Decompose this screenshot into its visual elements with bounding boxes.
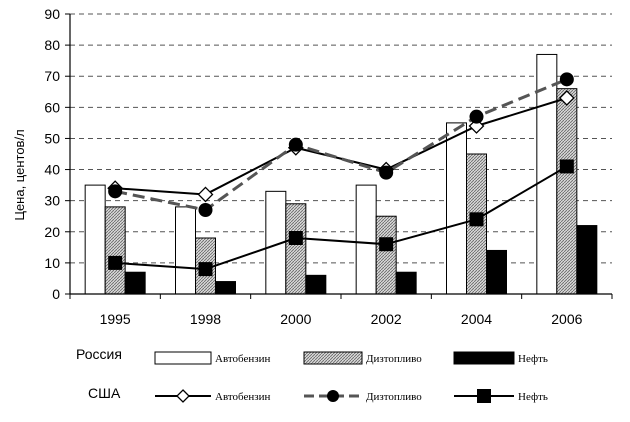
bar-russia-gasoline [446, 122, 467, 295]
bar-russia-gasoline [84, 184, 106, 295]
point-usa-gasoline [558, 90, 575, 106]
bars [84, 53, 598, 295]
x-tick-label: 1998 [190, 311, 221, 327]
legend-swatch-russia-gasoline [154, 351, 212, 365]
x-tick-label: 2004 [461, 311, 492, 327]
legend-label-usa-gasoline: Автобензин [215, 391, 270, 403]
bar-russia-oil [576, 225, 598, 295]
bar-russia-oil [305, 274, 327, 295]
line-series [114, 77, 568, 271]
y-tick-label: 50 [44, 130, 60, 146]
y-tick-label: 40 [44, 162, 60, 178]
point-usa-oil [198, 262, 213, 277]
bar-russia-oil [395, 271, 417, 295]
x-tick-label: 2000 [280, 311, 311, 327]
line-usa-diesel [114, 77, 568, 212]
bar-russia-gasoline [175, 206, 196, 295]
legend-label-russia-diesel: Дизтопливо [366, 353, 422, 365]
legend-label-usa-diesel: Дизтопливо [366, 391, 422, 403]
x-tick-label: 1995 [100, 311, 131, 327]
y-tick-label: 0 [52, 286, 60, 302]
y-tick-label: 80 [44, 37, 60, 53]
bar-russia-diesel [375, 215, 397, 295]
legend-group-russia: Россия [76, 346, 122, 362]
line-markers [107, 72, 575, 277]
y-tick-label: 60 [44, 99, 60, 115]
axes [65, 13, 613, 299]
point-usa-gasoline [197, 186, 214, 203]
y-tick-label: 20 [44, 224, 60, 240]
point-usa-diesel [559, 72, 574, 87]
point-usa-oil [108, 255, 123, 270]
legend-swatch-russia-oil [453, 351, 515, 365]
legend-square-icon [477, 389, 491, 403]
bar-russia-oil [486, 249, 507, 295]
point-usa-oil [379, 237, 394, 252]
point-usa-diesel [198, 203, 213, 217]
bar-russia-diesel [104, 206, 126, 295]
legend: Россия Автобензин Дизтопливо Нефть США А… [76, 346, 548, 403]
legend-label-usa-oil: Нефть [518, 391, 548, 403]
legend-label-russia-gasoline: Автобензин [215, 353, 270, 365]
legend-label-russia-oil: Нефть [518, 353, 548, 365]
legend-swatch-russia-diesel [303, 351, 363, 365]
bar-russia-gasoline [355, 184, 377, 295]
point-usa-diesel [108, 184, 123, 199]
y-tick-label: 10 [44, 255, 60, 271]
x-tick-label: 2002 [371, 311, 402, 327]
point-usa-oil [469, 212, 484, 227]
point-usa-diesel [288, 137, 303, 152]
line-usa-oil [115, 165, 568, 271]
point-usa-oil [559, 159, 574, 174]
bar-russia-diesel [285, 203, 307, 295]
gridlines [70, 13, 612, 264]
y-tick-label: 70 [44, 68, 60, 84]
bar-russia-oil [215, 281, 236, 295]
bar-russia-diesel [556, 88, 578, 295]
legend-circle-icon [327, 390, 339, 402]
legend-group-usa: США [88, 385, 121, 401]
y-tick-label: 30 [44, 193, 60, 209]
point-usa-diesel [379, 165, 394, 180]
line-usa-gasoline [115, 97, 568, 196]
point-usa-diesel [469, 109, 484, 124]
point-usa-oil [288, 231, 303, 245]
legend-diamond-icon [176, 389, 190, 403]
y-axis-label: Цена, центов/л [12, 129, 27, 220]
tick-labels: 0 10 20 30 40 50 60 70 80 90 1995 1998 2000 2002 2004 2… [44, 6, 582, 327]
x-tick-label: 2006 [551, 311, 582, 327]
y-tick-label: 90 [44, 6, 60, 22]
bar-russia-oil [124, 271, 146, 295]
